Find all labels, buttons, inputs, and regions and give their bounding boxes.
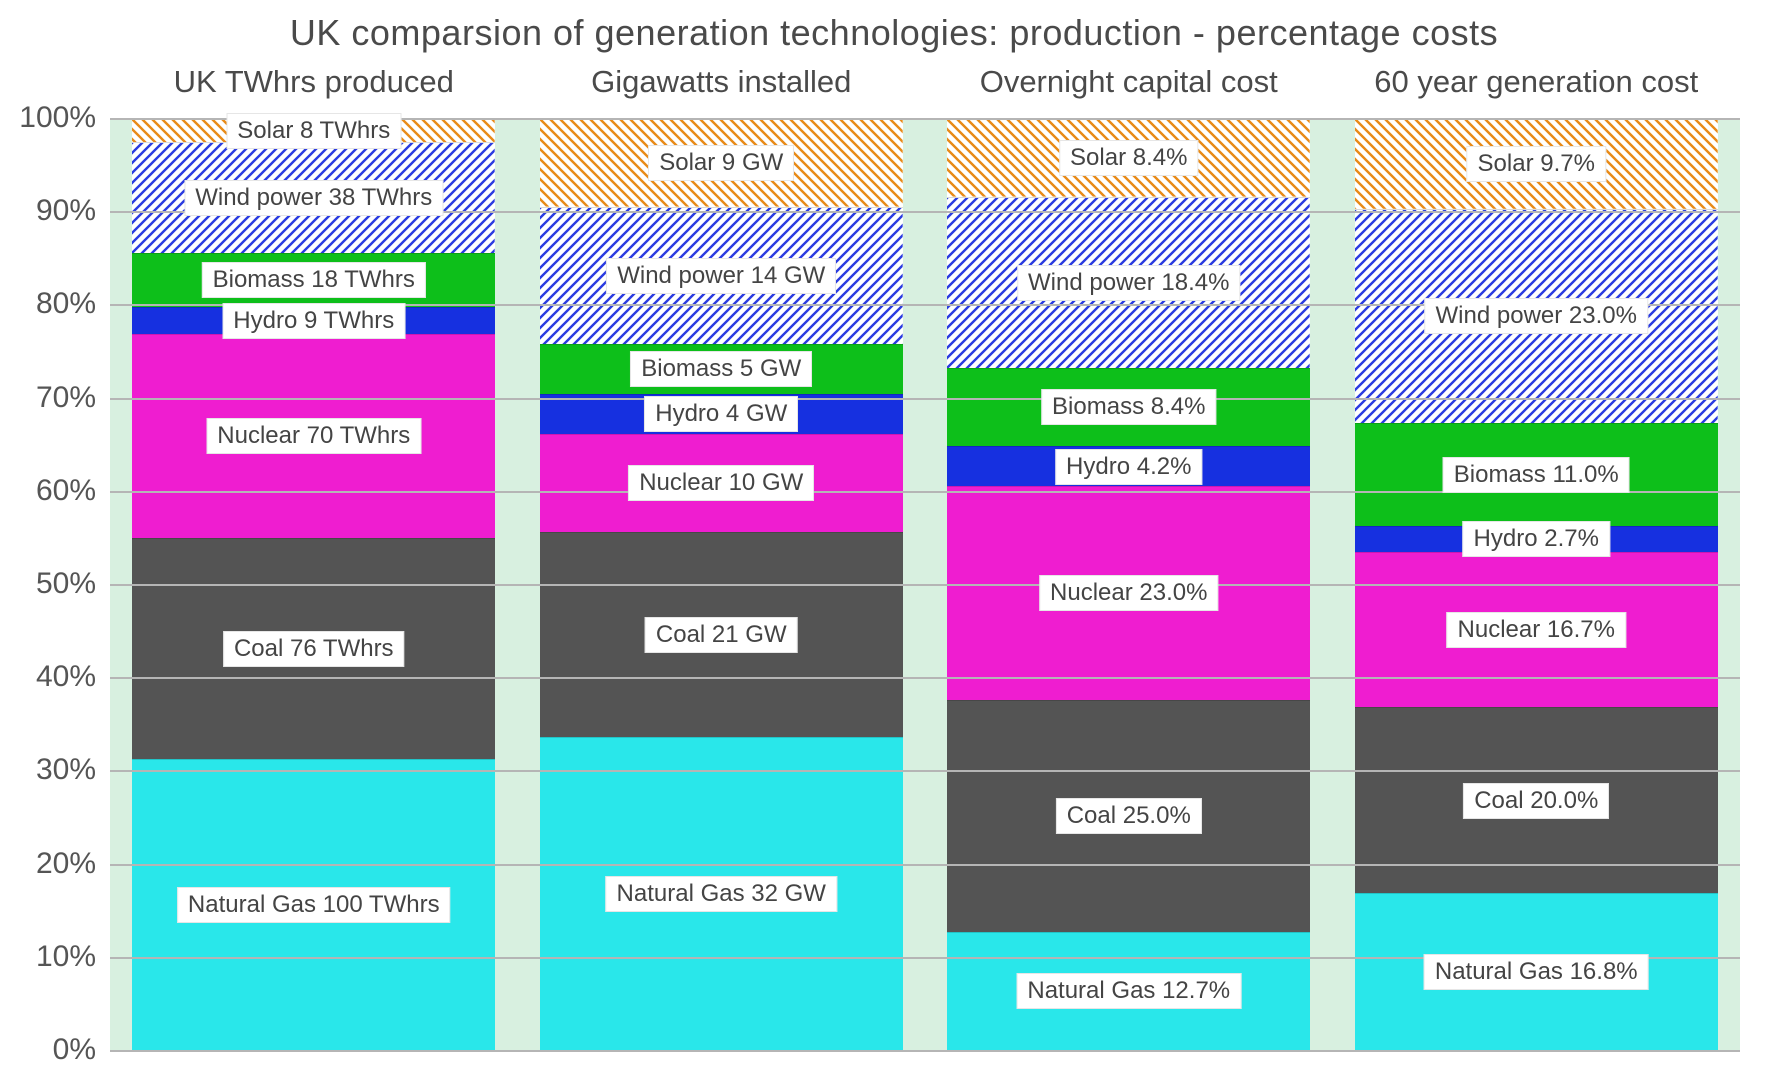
segment-natgas: Natural Gas 32 GW [540,737,903,1050]
segment-label: Wind power 14 GW [606,258,836,294]
segment-biomass: Biomass 5 GW [540,344,903,394]
segment-label: Nuclear 10 GW [628,465,814,501]
gridline [110,398,1740,400]
chart-title: UK comparsion of generation technologies… [0,12,1788,54]
y-axis-tick: 60% [36,474,96,508]
segment-nuclear: Nuclear 16.7% [1355,552,1718,708]
segment-label: Nuclear 16.7% [1447,612,1626,648]
segment-label: Wind power 18.4% [1017,265,1240,301]
column-header: Gigawatts installed [518,64,926,100]
segment-label: Solar 9 GW [648,145,794,181]
gridline [110,770,1740,772]
segment-label: Biomass 8.4% [1041,389,1216,425]
column-header: UK TWhrs produced [110,64,518,100]
segment-wind: Wind power 18.4% [947,197,1310,368]
segment-label: Coal 20.0% [1463,783,1609,819]
segment-label: Hydro 2.7% [1463,521,1610,557]
chart-title-sub: production - percentage costs [999,12,1498,53]
segment-wind: Wind power 38 TWhrs [132,142,495,253]
segment-biomass: Biomass 11.0% [1355,423,1718,526]
segment-label: Coal 21 GW [645,617,798,653]
gridline [110,864,1740,866]
chart-title-main: UK comparsion of generation technologies… [290,12,999,53]
segment-hydro: Hydro 2.7% [1355,526,1718,552]
segment-natgas: Natural Gas 100 TWhrs [132,759,495,1050]
segment-label: Hydro 4.2% [1055,449,1202,485]
segment-wind: Wind power 23.0% [1355,209,1718,423]
segment-natgas: Natural Gas 16.8% [1355,893,1718,1050]
segment-label: Solar 9.7% [1467,146,1606,182]
segment-label: Coal 76 TWhrs [223,631,405,667]
y-axis-tick: 70% [36,381,96,415]
segment-label: Wind power 38 TWhrs [184,180,443,216]
segment-natgas: Natural Gas 12.7% [947,932,1310,1050]
gridline [110,677,1740,679]
segment-label: Solar 8.4% [1059,140,1198,176]
segment-solar: Solar 9 GW [540,118,903,207]
segment-label: Biomass 18 TWhrs [202,262,426,298]
segment-label: Biomass 5 GW [630,351,812,387]
segment-coal: Coal 76 TWhrs [132,538,495,759]
segment-nuclear: Nuclear 70 TWhrs [132,334,495,538]
y-axis-tick: 10% [36,940,96,974]
y-axis-tick: 0% [53,1033,96,1067]
y-axis-tick: 20% [36,847,96,881]
segment-wind: Wind power 14 GW [540,207,903,344]
gridline [110,584,1740,586]
segment-coal: Coal 25.0% [947,700,1310,932]
column-header: 60 year generation cost [1333,64,1741,100]
y-axis-tick: 40% [36,660,96,694]
y-axis-tick: 80% [36,287,96,321]
segment-hydro: Hydro 4.2% [947,446,1310,486]
column-header: Overnight capital cost [925,64,1333,100]
plot-area: UK TWhrs producedNatural Gas 100 TWhrsCo… [110,118,1740,1050]
segment-solar: Solar 9.7% [1355,118,1718,209]
segment-label: Solar 8 TWhrs [226,113,401,149]
chart-root: UK comparsion of generation technologies… [0,0,1788,1086]
segment-solar: Solar 8.4% [947,118,1310,197]
y-axis-tick: 90% [36,194,96,228]
segment-nuclear: Nuclear 23.0% [947,486,1310,700]
segment-biomass: Biomass 18 TWhrs [132,253,495,306]
segment-label: Natural Gas 16.8% [1424,954,1649,990]
segment-solar: Solar 8 TWhrs [132,118,495,142]
segment-label: Natural Gas 12.7% [1016,973,1241,1009]
segment-label: Nuclear 23.0% [1039,575,1218,611]
segment-label: Hydro 4 GW [644,396,798,432]
segment-nuclear: Nuclear 10 GW [540,434,903,532]
segment-biomass: Biomass 8.4% [947,368,1310,447]
gridline [110,1050,1740,1052]
segment-label: Nuclear 70 TWhrs [206,418,421,454]
y-axis-tick: 100% [19,101,96,135]
segment-hydro: Hydro 4 GW [540,394,903,434]
segment-label: Hydro 9 TWhrs [222,303,405,339]
y-axis-tick: 50% [36,567,96,601]
segment-label: Natural Gas 32 GW [606,876,837,912]
y-axis-tick: 30% [36,753,96,787]
segment-label: Natural Gas 100 TWhrs [177,887,451,923]
segment-hydro: Hydro 9 TWhrs [132,307,495,334]
segment-coal: Coal 21 GW [540,532,903,737]
segment-label: Wind power 23.0% [1425,298,1648,334]
segment-label: Biomass 11.0% [1443,457,1630,493]
segment-label: Coal 25.0% [1056,798,1202,834]
